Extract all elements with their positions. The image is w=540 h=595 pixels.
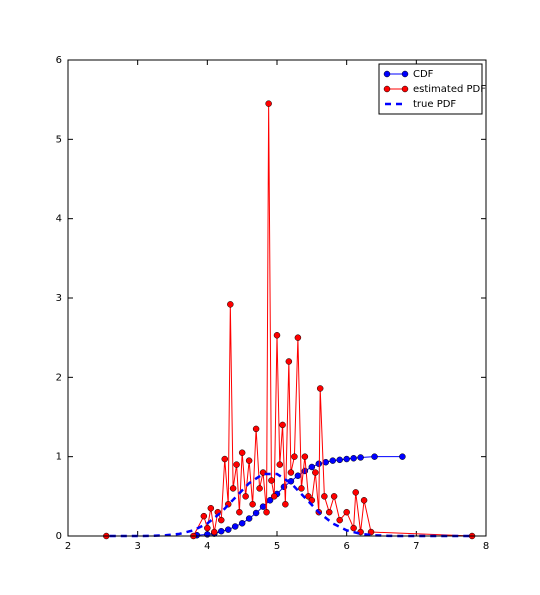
marker — [287, 469, 295, 476]
marker — [350, 524, 357, 532]
legend-label: estimated PDF — [413, 84, 486, 95]
marker — [276, 461, 284, 468]
marker — [336, 516, 343, 524]
marker — [263, 508, 270, 516]
marker — [312, 469, 319, 476]
marker — [343, 508, 350, 516]
marker — [301, 453, 309, 460]
marker — [268, 477, 275, 484]
marker — [204, 531, 211, 538]
marker — [357, 454, 364, 461]
x-tick-label: 8 — [483, 541, 489, 552]
marker — [360, 497, 368, 504]
marker — [204, 524, 211, 532]
y-tick-label: 5 — [56, 134, 62, 145]
y-tick-label: 4 — [56, 214, 62, 225]
legend-marker — [401, 70, 409, 78]
marker — [308, 463, 316, 471]
marker — [279, 421, 286, 429]
marker — [252, 509, 260, 517]
marker — [218, 516, 225, 524]
marker — [285, 358, 293, 365]
marker — [265, 100, 272, 107]
marker — [350, 455, 357, 462]
legend-label: CDF — [413, 69, 434, 80]
marker — [322, 458, 330, 466]
marker — [200, 512, 208, 520]
marker — [273, 332, 281, 339]
marker — [399, 453, 406, 460]
marker — [315, 460, 323, 468]
y-tick-label: 0 — [56, 531, 62, 542]
marker — [231, 523, 239, 530]
marker — [227, 301, 234, 308]
marker — [316, 385, 324, 392]
marker — [371, 453, 378, 460]
marker — [298, 485, 305, 492]
marker — [229, 485, 237, 492]
x-tick-label: 2 — [65, 541, 71, 552]
x-tick-label: 7 — [413, 541, 419, 552]
legend-marker — [401, 85, 409, 93]
y-tick-label: 1 — [56, 452, 62, 463]
marker — [326, 508, 333, 516]
marker — [233, 461, 240, 468]
axes-frame — [67, 59, 487, 537]
marker — [294, 334, 302, 341]
marker — [329, 457, 336, 464]
marker — [256, 485, 263, 492]
x-tick-label: 4 — [204, 541, 210, 552]
marker — [336, 456, 343, 464]
y-tick-label: 3 — [56, 293, 62, 304]
marker — [282, 501, 289, 508]
x-tick-label: 6 — [343, 541, 349, 552]
legend-marker — [383, 85, 391, 93]
y-tick-label: 6 — [56, 55, 62, 66]
legend-marker — [383, 70, 391, 78]
marker — [218, 527, 225, 535]
y-tick-label: 2 — [56, 372, 62, 383]
marker — [352, 489, 359, 496]
marker — [270, 493, 278, 500]
marker — [343, 455, 350, 463]
marker — [238, 449, 246, 456]
marker — [207, 504, 215, 512]
marker — [221, 455, 228, 463]
marker — [321, 493, 328, 500]
marker — [245, 457, 253, 464]
legend-label: true PDF — [413, 99, 456, 110]
marker — [211, 528, 218, 536]
marker — [294, 472, 302, 479]
marker — [330, 493, 338, 500]
marker — [249, 501, 256, 508]
marker — [252, 425, 260, 433]
marker — [238, 520, 246, 527]
x-tick-label: 3 — [134, 541, 140, 552]
marker — [291, 453, 298, 460]
marker — [245, 515, 253, 522]
marker — [259, 503, 267, 510]
marker — [242, 493, 249, 500]
x-tick-label: 5 — [274, 541, 280, 552]
marker — [224, 526, 232, 533]
marker — [236, 508, 243, 516]
